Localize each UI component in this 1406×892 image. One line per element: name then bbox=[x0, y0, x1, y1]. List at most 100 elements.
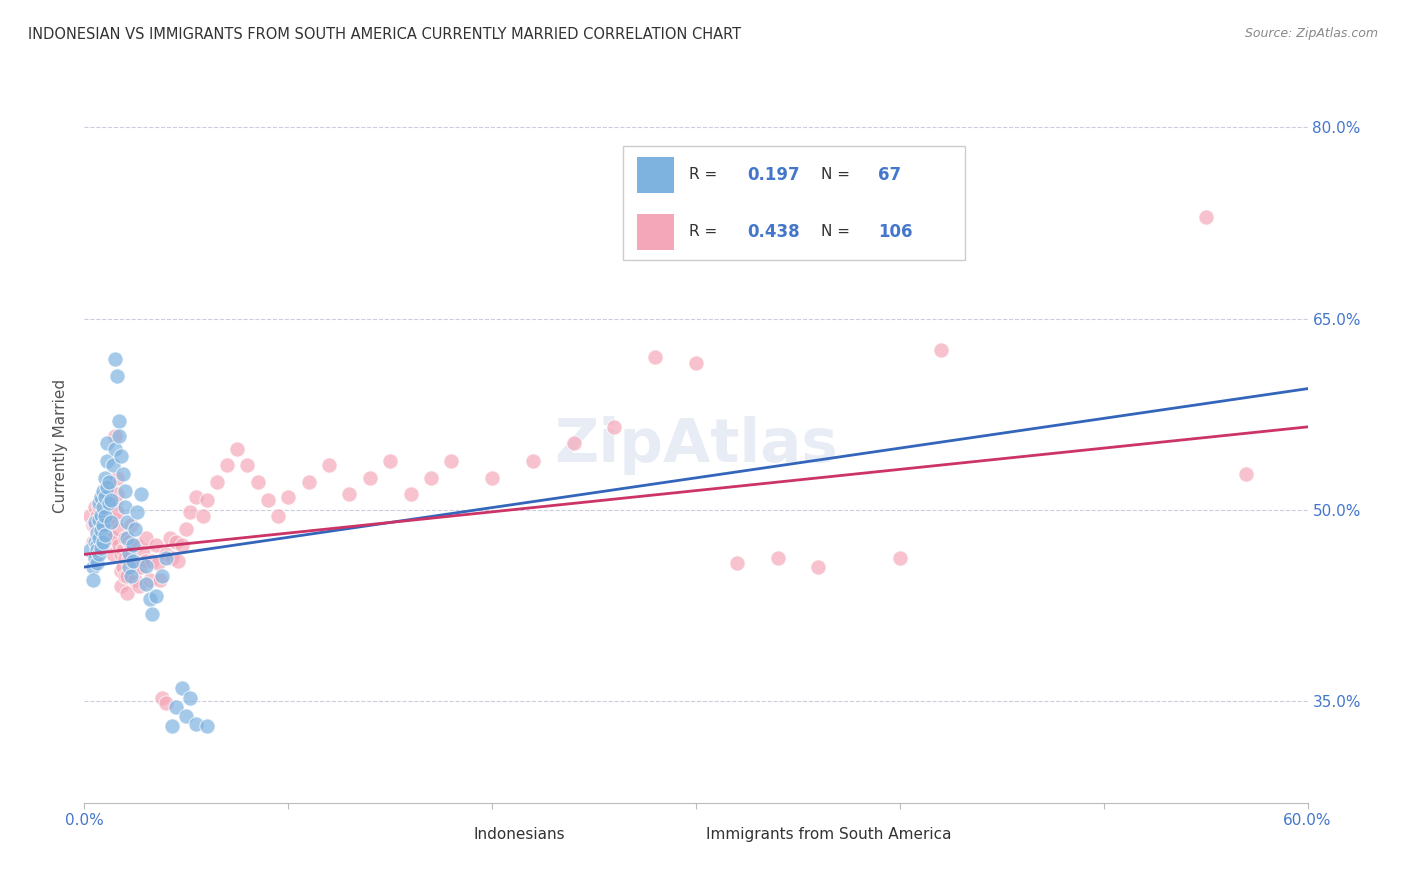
Point bbox=[929, 343, 952, 358]
Point bbox=[114, 569, 136, 583]
Point bbox=[86, 543, 108, 558]
Point bbox=[420, 471, 443, 485]
Point bbox=[83, 516, 105, 530]
Point bbox=[685, 356, 707, 370]
Point bbox=[115, 569, 138, 583]
Point bbox=[87, 518, 110, 533]
Point bbox=[160, 551, 183, 566]
Point bbox=[115, 585, 138, 599]
Point bbox=[236, 458, 259, 472]
Point bbox=[93, 528, 115, 542]
Point bbox=[91, 534, 114, 549]
Point bbox=[562, 436, 585, 450]
Point bbox=[135, 554, 157, 568]
Point bbox=[174, 522, 197, 536]
Point bbox=[155, 551, 177, 566]
Point bbox=[101, 547, 124, 561]
Point bbox=[114, 483, 136, 498]
Point bbox=[86, 531, 108, 545]
Point bbox=[87, 496, 110, 510]
Point bbox=[138, 573, 160, 587]
Point bbox=[104, 352, 127, 367]
Point bbox=[96, 505, 118, 519]
Point bbox=[90, 541, 112, 555]
Point bbox=[104, 442, 127, 456]
Point bbox=[118, 551, 141, 566]
Text: 0.197: 0.197 bbox=[748, 166, 800, 184]
Point bbox=[186, 490, 208, 504]
Point bbox=[146, 556, 169, 570]
Point bbox=[93, 471, 115, 485]
Point bbox=[807, 560, 830, 574]
Point bbox=[86, 538, 108, 552]
Point bbox=[101, 458, 124, 472]
Point bbox=[79, 509, 101, 524]
Point bbox=[298, 475, 321, 489]
Text: Immigrants from South America: Immigrants from South America bbox=[706, 827, 952, 842]
Point bbox=[112, 467, 135, 481]
Point bbox=[108, 413, 131, 427]
Point bbox=[122, 556, 145, 570]
Point bbox=[97, 480, 120, 494]
Point bbox=[79, 543, 101, 558]
Point bbox=[100, 513, 122, 527]
Point bbox=[83, 500, 105, 515]
Point bbox=[87, 500, 110, 515]
Point bbox=[105, 471, 128, 485]
Point bbox=[160, 719, 183, 733]
Point bbox=[127, 538, 149, 552]
Point bbox=[87, 547, 110, 561]
Point bbox=[1195, 210, 1218, 224]
Point bbox=[226, 442, 249, 456]
Point bbox=[90, 508, 112, 522]
Point bbox=[110, 449, 132, 463]
Point bbox=[96, 454, 118, 468]
Point bbox=[149, 573, 172, 587]
Point bbox=[93, 509, 115, 524]
Text: 67: 67 bbox=[879, 166, 901, 184]
Point bbox=[145, 538, 167, 552]
Point bbox=[179, 691, 201, 706]
Point bbox=[120, 569, 142, 583]
FancyBboxPatch shape bbox=[623, 146, 965, 260]
Point bbox=[127, 505, 149, 519]
Point bbox=[172, 681, 194, 695]
Point bbox=[179, 505, 201, 519]
Point bbox=[110, 547, 132, 561]
Point bbox=[155, 547, 177, 561]
Text: R =: R = bbox=[689, 225, 721, 239]
Point bbox=[100, 516, 122, 530]
Point bbox=[603, 420, 626, 434]
Point bbox=[105, 368, 128, 383]
Point bbox=[105, 505, 128, 519]
Point bbox=[124, 573, 146, 587]
Point bbox=[97, 475, 120, 489]
Point bbox=[217, 458, 239, 472]
Point bbox=[359, 471, 381, 485]
Point bbox=[131, 560, 153, 574]
FancyBboxPatch shape bbox=[659, 819, 696, 849]
Point bbox=[257, 492, 280, 507]
Point bbox=[90, 513, 112, 527]
Point bbox=[112, 560, 135, 574]
Point bbox=[90, 523, 112, 537]
Point bbox=[96, 480, 118, 494]
Point bbox=[96, 487, 118, 501]
Point bbox=[91, 522, 114, 536]
Point bbox=[104, 429, 127, 443]
Point bbox=[114, 500, 136, 515]
Point bbox=[267, 509, 290, 524]
Point bbox=[100, 531, 122, 545]
Point bbox=[115, 516, 138, 530]
Point bbox=[118, 560, 141, 574]
Point bbox=[100, 492, 122, 507]
Point bbox=[889, 551, 911, 566]
FancyBboxPatch shape bbox=[637, 157, 673, 193]
Point bbox=[96, 436, 118, 450]
Text: 106: 106 bbox=[879, 223, 912, 241]
Text: ZipAtlas: ZipAtlas bbox=[554, 417, 838, 475]
Point bbox=[82, 518, 104, 533]
Point bbox=[135, 558, 157, 573]
Point bbox=[90, 496, 112, 510]
Point bbox=[97, 496, 120, 510]
